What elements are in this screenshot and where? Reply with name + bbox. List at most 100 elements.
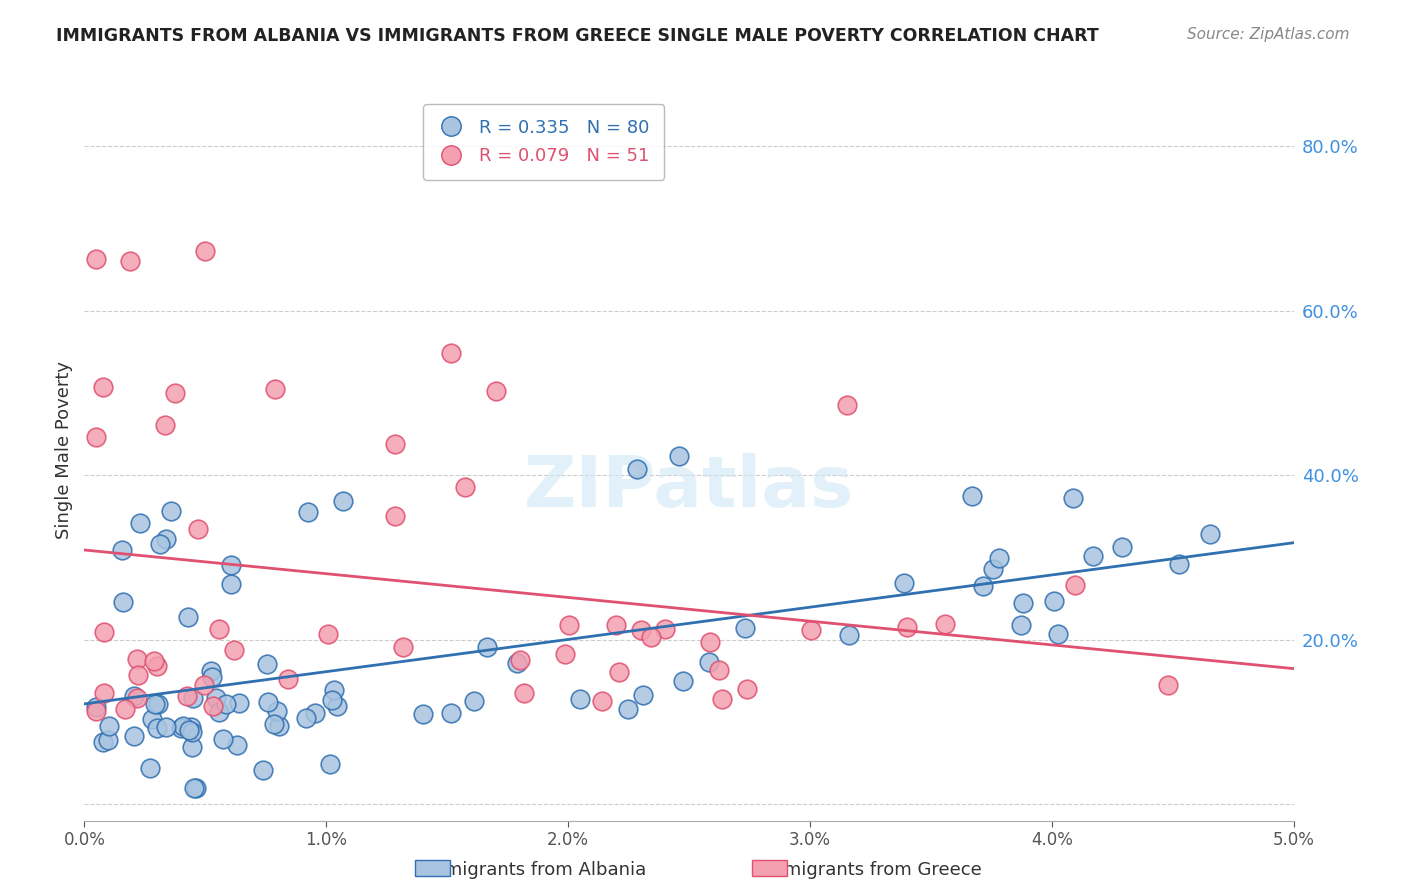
Immigrants from Albania [184, 780, 207, 795]
Immigrants from Greece [934, 617, 956, 632]
Immigrants from Albania [201, 670, 224, 684]
Immigrants from Greece [554, 647, 576, 661]
Immigrants from Greece [1156, 678, 1178, 692]
Immigrants from Greece [558, 618, 581, 632]
Immigrants from Greece [86, 252, 108, 267]
Immigrants from Greece [86, 430, 108, 444]
Immigrants from Greece [384, 508, 406, 523]
Immigrants from Greece [605, 618, 627, 632]
Immigrants from Albania [208, 705, 231, 719]
Immigrants from Albania [568, 692, 591, 706]
Immigrants from Albania [148, 697, 170, 711]
Immigrants from Greece [127, 668, 149, 682]
Immigrants from Greece [591, 694, 613, 708]
Immigrants from Albania [86, 699, 108, 714]
Immigrants from Albania [1081, 549, 1104, 563]
Immigrants from Albania [146, 721, 169, 735]
Immigrants from Greece [707, 663, 730, 677]
Immigrants from Albania [183, 780, 205, 795]
Immigrants from Greece [201, 698, 224, 713]
Immigrants from Albania [219, 577, 242, 591]
Immigrants from Albania [155, 532, 177, 546]
Immigrants from Albania [97, 733, 120, 747]
Immigrants from Albania [981, 562, 1004, 576]
Immigrants from Albania [332, 494, 354, 508]
Y-axis label: Single Male Poverty: Single Male Poverty [55, 361, 73, 540]
Immigrants from Albania [143, 698, 166, 712]
Immigrants from Greece [800, 623, 823, 637]
Immigrants from Greece [277, 672, 299, 686]
Immigrants from Albania [129, 516, 152, 530]
Immigrants from Greece [896, 620, 918, 634]
Immigrants from Greece [125, 651, 148, 665]
Immigrants from Albania [205, 690, 228, 705]
Immigrants from Greece [114, 702, 136, 716]
Immigrants from Albania [122, 689, 145, 703]
Immigrants from Albania [294, 711, 316, 725]
Immigrants from Greece [630, 623, 652, 637]
Immigrants from Greece [93, 686, 115, 700]
Immigrants from Albania [631, 688, 654, 702]
Immigrants from Greece [263, 383, 285, 397]
Text: Source: ZipAtlas.com: Source: ZipAtlas.com [1187, 27, 1350, 42]
Immigrants from Albania [1168, 557, 1191, 571]
Immigrants from Albania [219, 558, 242, 573]
Immigrants from Greece [392, 640, 415, 655]
Immigrants from Albania [1199, 526, 1222, 541]
Immigrants from Albania [266, 705, 288, 719]
Immigrants from Greece [86, 704, 108, 718]
Immigrants from Albania [183, 690, 205, 705]
Immigrants from Albania [319, 756, 342, 771]
Immigrants from Greece [835, 399, 858, 413]
Immigrants from Albania [960, 489, 983, 503]
Immigrants from Greece [1064, 578, 1087, 592]
Immigrants from Albania [141, 712, 163, 726]
Immigrants from Albania [297, 505, 319, 519]
Immigrants from Greece [165, 385, 187, 400]
Immigrants from Albania [1046, 627, 1069, 641]
Immigrants from Albania [256, 657, 278, 671]
Immigrants from Albania [211, 731, 233, 746]
Immigrants from Albania [225, 739, 247, 753]
Immigrants from Albania [252, 763, 274, 777]
Immigrants from Albania [972, 579, 994, 593]
Immigrants from Albania [672, 674, 695, 689]
Immigrants from Greece [176, 690, 198, 704]
Immigrants from Albania [160, 504, 183, 518]
Immigrants from Greece [654, 622, 676, 636]
Immigrants from Greece [607, 665, 630, 679]
Immigrants from Albania [180, 724, 202, 739]
Immigrants from Albania [506, 657, 529, 671]
Immigrants from Albania [180, 740, 202, 755]
Text: ZIPatlas: ZIPatlas [524, 453, 853, 522]
Immigrants from Greece [224, 642, 246, 657]
Immigrants from Albania [112, 595, 135, 609]
Immigrants from Albania [440, 706, 463, 720]
Immigrants from Greece [208, 622, 231, 636]
Immigrants from Albania [477, 640, 499, 654]
Immigrants from Albania [412, 707, 434, 722]
Immigrants from Albania [321, 693, 343, 707]
Immigrants from Greece [384, 437, 406, 451]
Immigrants from Albania [228, 696, 250, 710]
Immigrants from Greece [125, 691, 148, 706]
Text: Immigrants from Albania: Immigrants from Albania [422, 861, 647, 879]
Immigrants from Albania [215, 698, 238, 712]
Immigrants from Albania [1111, 540, 1133, 554]
Immigrants from Albania [697, 655, 720, 669]
Immigrants from Albania [1042, 594, 1064, 608]
Immigrants from Greece [711, 691, 734, 706]
Legend: R = 0.335   N = 80, R = 0.079   N = 51: R = 0.335 N = 80, R = 0.079 N = 51 [423, 104, 664, 180]
Immigrants from Greece [509, 653, 531, 667]
Immigrants from Albania [177, 610, 200, 624]
Immigrants from Greece [194, 244, 217, 259]
Immigrants from Greece [187, 522, 209, 536]
Immigrants from Greece [91, 380, 114, 394]
Immigrants from Greece [640, 630, 662, 644]
Immigrants from Albania [177, 723, 200, 737]
Immigrants from Greece [193, 678, 215, 692]
Immigrants from Albania [263, 717, 285, 731]
Immigrants from Greece [316, 627, 339, 641]
Text: IMMIGRANTS FROM ALBANIA VS IMMIGRANTS FROM GREECE SINGLE MALE POVERTY CORRELATIO: IMMIGRANTS FROM ALBANIA VS IMMIGRANTS FR… [56, 27, 1099, 45]
Immigrants from Greece [512, 686, 534, 700]
